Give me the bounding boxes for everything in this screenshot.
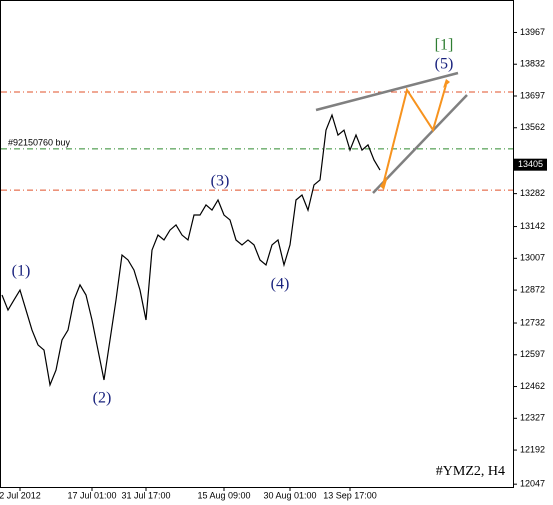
y-tick-label: 12192 <box>520 444 545 454</box>
y-tick-label: 13697 <box>520 90 545 100</box>
forecast-path <box>382 84 447 186</box>
y-tick-label: 12047 <box>520 479 545 489</box>
y-tick-label: 13142 <box>520 221 545 231</box>
wave-label: (1) <box>12 263 31 280</box>
lower-trend-line <box>372 94 468 194</box>
y-tick-label: 12872 <box>520 284 545 294</box>
x-tick-label: 13 Sep 17:00 <box>323 490 377 500</box>
level-label: #92150760 buy <box>8 137 71 147</box>
last-price-box <box>514 158 547 171</box>
y-tick-label: 13967 <box>520 27 545 37</box>
x-tick-label: 15 Aug 09:00 <box>197 490 250 500</box>
y-tick-label: 12732 <box>520 317 545 327</box>
y-tick-label: 12462 <box>520 381 545 391</box>
x-tick-label: 17 Jul 01:00 <box>67 490 116 500</box>
price-line <box>1 113 381 388</box>
y-tick-label: 12597 <box>520 349 545 359</box>
x-tick-label: 2 Jul 2012 <box>0 490 41 500</box>
chart-title: #YMZ2, H4 <box>436 464 505 479</box>
y-tick-label: 13832 <box>520 59 545 69</box>
x-tick-label: 31 Jul 17:00 <box>121 490 170 500</box>
last-price-label: 13405 <box>518 159 543 169</box>
forecast-arrow <box>380 176 388 190</box>
y-tick-label: 13562 <box>520 122 545 132</box>
y-tick-label: 12327 <box>520 413 545 423</box>
trend-lines <box>315 71 468 194</box>
forecast-arrow <box>443 79 450 88</box>
y-tick-label: 13282 <box>520 188 545 198</box>
wave-label: [1] <box>435 37 454 54</box>
wave-label: (2) <box>93 390 112 407</box>
x-tick-label: 30 Aug 01:00 <box>263 490 316 500</box>
wave-label: (3) <box>211 173 230 190</box>
upper-trend-line <box>315 71 459 112</box>
wave-label: (5) <box>435 56 454 73</box>
wave-label: (4) <box>271 276 290 293</box>
y-tick-label: 13007 <box>520 253 545 263</box>
plot-frame <box>0 0 514 488</box>
